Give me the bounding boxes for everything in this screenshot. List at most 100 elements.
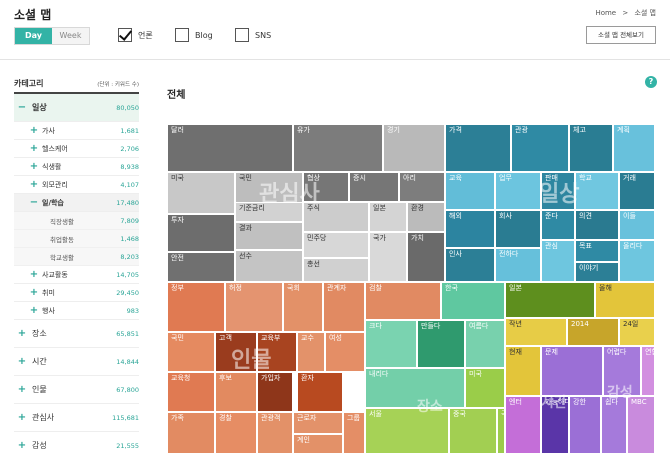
treemap-cell[interactable]: 교육 bbox=[445, 172, 495, 210]
treemap-cell[interactable]: 준다 bbox=[541, 210, 575, 240]
treemap-cell[interactable]: 국가 bbox=[369, 232, 407, 282]
treemap-cell[interactable]: 국회 bbox=[283, 282, 323, 332]
treemap-cell[interactable]: 강한 bbox=[569, 396, 601, 454]
treemap-cell[interactable]: 가능하다 bbox=[541, 396, 569, 454]
treemap-cell[interactable]: 크다 bbox=[365, 320, 417, 368]
treemap-cell[interactable]: 교육부 bbox=[257, 332, 297, 372]
treemap-cell[interactable]: 주식 bbox=[303, 202, 369, 232]
treemap-cell[interactable]: 경찰 bbox=[215, 412, 257, 454]
treemap-cell[interactable]: 관광 bbox=[511, 124, 569, 172]
expand-icon[interactable]: + bbox=[29, 287, 39, 298]
category-person[interactable]: + 인물 67,800 bbox=[14, 376, 139, 404]
treemap-cell[interactable]: 의견 bbox=[575, 210, 619, 240]
treemap-cell[interactable]: 유가 bbox=[293, 124, 383, 172]
treemap-cell[interactable]: 근로자 bbox=[293, 412, 343, 434]
treemap-cell[interactable]: 민주당 bbox=[303, 232, 369, 258]
treemap-cell[interactable]: 이들 bbox=[619, 210, 655, 240]
treemap-cell[interactable]: 어렵다 bbox=[603, 346, 641, 396]
day-tab[interactable]: Day bbox=[15, 28, 52, 44]
treemap-cell[interactable]: 서울 bbox=[365, 408, 449, 454]
treemap-cell[interactable]: 작년 bbox=[505, 318, 567, 346]
treemap-cell[interactable]: 여름다 bbox=[465, 320, 505, 368]
filter-blog[interactable]: Blog bbox=[175, 27, 213, 43]
treemap-cell[interactable]: 가치 bbox=[407, 232, 445, 282]
treemap-cell[interactable]: 중국 bbox=[449, 408, 497, 454]
category-place[interactable]: + 장소 65,851 bbox=[14, 320, 139, 348]
treemap-cell[interactable]: 관심 bbox=[541, 240, 575, 282]
treemap-cell[interactable]: 기준금리 bbox=[235, 202, 303, 222]
expand-icon[interactable]: + bbox=[17, 356, 27, 367]
treemap-cell[interactable]: 협상 bbox=[303, 172, 349, 202]
treemap-cell[interactable]: 검찰 bbox=[365, 282, 441, 320]
treemap-cell[interactable]: 여성 bbox=[325, 332, 365, 372]
category-hobby[interactable]: + 취미 29,450 bbox=[14, 284, 139, 302]
treemap-cell[interactable]: 해외 bbox=[445, 210, 495, 248]
treemap-cell[interactable]: 계인 bbox=[293, 434, 343, 454]
category-diet[interactable]: + 식생활 8,938 bbox=[14, 158, 139, 176]
expand-icon[interactable]: + bbox=[17, 412, 27, 423]
help-icon[interactable]: ? bbox=[645, 76, 657, 88]
week-tab[interactable]: Week bbox=[52, 28, 89, 44]
expand-icon[interactable]: + bbox=[17, 384, 27, 395]
treemap-cell[interactable]: 쉽다 bbox=[601, 396, 627, 454]
category-appearance[interactable]: + 외모관리 4,107 bbox=[14, 176, 139, 194]
treemap-cell[interactable]: 학교 bbox=[575, 172, 619, 210]
breadcrumb-home[interactable]: Home bbox=[595, 9, 617, 17]
treemap-cell[interactable]: 올리다 bbox=[619, 240, 655, 282]
expand-icon[interactable]: + bbox=[29, 125, 39, 136]
category-jobhunt[interactable]: 취업활동 1,468 bbox=[14, 230, 139, 248]
expand-icon[interactable]: + bbox=[17, 440, 27, 451]
treemap-cell[interactable]: 미국 bbox=[167, 172, 235, 214]
expand-icon[interactable]: + bbox=[29, 269, 39, 280]
treemap-cell[interactable]: 환자 bbox=[297, 372, 343, 412]
treemap-cell[interactable]: 문제 bbox=[541, 346, 603, 396]
press-checkbox[interactable] bbox=[118, 28, 132, 42]
treemap-cell[interactable]: 고객 bbox=[215, 332, 257, 372]
treemap-cell[interactable]: 아리 bbox=[399, 172, 445, 202]
expand-icon[interactable]: + bbox=[17, 328, 27, 339]
treemap-cell[interactable]: 이야기 bbox=[575, 262, 619, 282]
treemap-cell[interactable]: 가격 bbox=[445, 124, 511, 172]
filter-sns[interactable]: SNS bbox=[235, 27, 271, 43]
treemap-cell[interactable]: 현재 bbox=[505, 346, 541, 396]
treemap-cell[interactable]: 관광객 bbox=[257, 412, 293, 454]
treemap-cell[interactable]: 거래 bbox=[619, 172, 655, 210]
category-office[interactable]: 직장생활 7,809 bbox=[14, 212, 139, 230]
treemap-cell[interactable]: 교수 bbox=[297, 332, 325, 372]
treemap-cell[interactable]: 가족 bbox=[167, 412, 215, 454]
treemap-cell[interactable]: 정부 bbox=[167, 282, 225, 332]
category-daily[interactable]: − 일상 80,050 bbox=[14, 94, 139, 122]
treemap-cell[interactable]: MBC bbox=[627, 396, 655, 454]
treemap-cell[interactable]: 판매 bbox=[541, 172, 575, 210]
treemap-cell[interactable]: 결과 bbox=[235, 222, 303, 250]
treemap-cell[interactable]: 총선 bbox=[303, 258, 369, 282]
treemap-cell[interactable]: 국민 bbox=[167, 332, 215, 372]
category-housework[interactable]: + 가사 1,681 bbox=[14, 122, 139, 140]
sns-checkbox[interactable] bbox=[235, 28, 249, 42]
category-school[interactable]: 학교생활 8,203 bbox=[14, 248, 139, 266]
treemap-cell[interactable]: 후보 bbox=[215, 372, 257, 412]
treemap-cell[interactable]: 일본 bbox=[505, 282, 595, 318]
expand-icon[interactable]: + bbox=[29, 179, 39, 190]
view-all-button[interactable]: 소셜 맵 전체보기 bbox=[586, 26, 656, 44]
treemap-cell[interactable]: 증시 bbox=[349, 172, 399, 202]
filter-press[interactable]: 언론 bbox=[118, 27, 153, 43]
collapse-icon[interactable]: − bbox=[17, 102, 27, 113]
category-emotion[interactable]: + 감성 21,555 bbox=[14, 432, 139, 459]
treemap-cell[interactable]: 그룹 bbox=[343, 412, 365, 454]
treemap-cell[interactable]: 선수 bbox=[235, 250, 303, 282]
treemap-cell[interactable]: 목표 bbox=[575, 240, 619, 262]
blog-checkbox[interactable] bbox=[175, 28, 189, 42]
treemap-cell[interactable]: 관계자 bbox=[323, 282, 365, 332]
treemap-cell[interactable]: 국회 bbox=[497, 408, 505, 454]
category-event[interactable]: + 행사 983 bbox=[14, 302, 139, 320]
treemap-cell[interactable]: 연합뉴스 bbox=[641, 346, 655, 396]
treemap-cell[interactable]: 2014 bbox=[567, 318, 619, 346]
treemap-cell[interactable]: 인사 bbox=[445, 248, 495, 282]
treemap-cell[interactable]: 교육청 bbox=[167, 372, 215, 412]
treemap-cell[interactable]: 회사 bbox=[495, 210, 541, 248]
category-healthcare[interactable]: + 헬스케어 2,706 bbox=[14, 140, 139, 158]
treemap-cell[interactable]: 가입자 bbox=[257, 372, 293, 412]
treemap-cell[interactable]: 달러 bbox=[167, 124, 293, 172]
collapse-icon[interactable]: − bbox=[29, 197, 39, 208]
